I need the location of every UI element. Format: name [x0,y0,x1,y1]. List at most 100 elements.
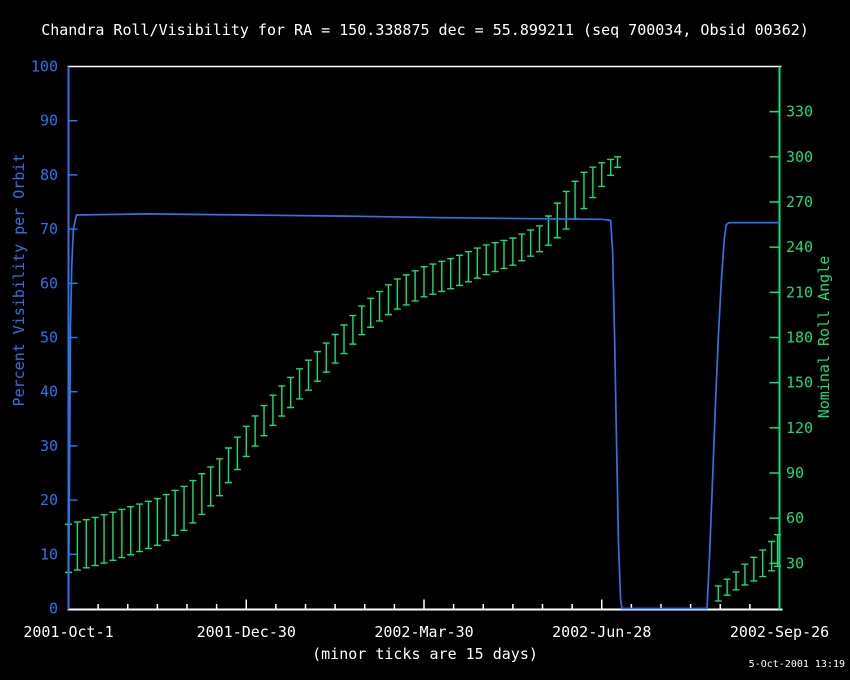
left-tick-label: 50 [40,329,58,347]
roll-error-bar [304,359,312,391]
left-tick-label: 80 [40,166,58,184]
roll-error-bar [527,229,535,257]
roll-error-bar [491,241,499,273]
roll-error-bar [313,350,321,382]
roll-error-bar [127,506,135,556]
roll-error-bar [136,503,144,553]
roll-error-bar [438,260,446,293]
right-tick-label: 150 [786,374,813,392]
roll-error-bar [473,247,481,279]
roll-error-bar [464,250,472,283]
roll-error-bar [233,436,241,471]
roll-error-bar [376,290,384,322]
plot-frame [67,65,783,611]
x-tick-label: 2002-Mar-30 [374,623,473,641]
right-tick-label: 90 [786,464,804,482]
x-tick-label: 2001-Oct-1 [23,623,113,641]
roll-error-bar [224,447,232,484]
roll-error-bar [162,493,170,541]
roll-error-bar [82,518,90,569]
roll-error-bar [198,473,206,516]
right-tick-label: 330 [786,103,813,121]
roll-error-bar [73,521,81,571]
roll-error-bar [109,511,117,562]
roll-error-bar [153,497,161,546]
roll-error-bar [759,549,767,578]
plot-timestamp: 5-Oct-2001 13:19 [748,659,845,670]
roll-error-bar [571,180,579,220]
roll-error-bar [296,368,304,400]
roll-error-bar [741,563,749,586]
right-tick-label: 300 [786,148,813,166]
right-tick-label: 240 [786,238,813,256]
left-tick-label: 70 [40,220,58,238]
roll-error-bar [774,534,782,568]
roll-error-bar [287,376,295,409]
roll-error-bar [589,166,597,199]
minor-ticks-note: (minor ticks are 15 days) [312,645,538,663]
right-tick-label: 180 [786,329,813,347]
roll-error-bar [180,485,188,532]
left-tick-label: 90 [40,112,58,130]
roll-error-bar [598,162,606,188]
roll-error-bar [429,263,437,295]
left-tick-label: 30 [40,437,58,455]
left-tick-label: 10 [40,545,58,563]
roll-error-bar [614,156,622,169]
roll-error-bar [340,324,348,355]
roll-angle-band [65,156,782,602]
roll-error-bar [358,305,366,336]
roll-error-bar [607,158,615,176]
left-tick-label: 0 [49,600,58,618]
right-axis: 30 60 90 120 150 180 210 240 270 300 330 [769,66,813,610]
x-axis: 2001-Oct-1 2001-Dec-30 2002-Mar-30 2002-Jun… [23,599,829,641]
roll-error-bar [411,270,419,302]
roll-error-bar [278,385,286,417]
roll-error-bar [367,297,375,328]
roll-error-bar [553,202,561,239]
chart-title: Chandra Roll/Visibility for RA = 150.338… [41,21,809,39]
right-tick-label: 120 [786,419,813,437]
roll-error-bar [144,500,152,550]
roll-error-bar [269,394,277,426]
roll-error-bar [768,540,776,572]
x-tick-label: 2002-Sep-26 [730,623,829,641]
roll-error-bar [171,489,179,537]
roll-error-bar [562,190,570,230]
roll-error-bar [118,508,126,559]
roll-error-bar [723,578,731,596]
roll-error-bar [349,314,357,345]
left-tick-label: 100 [31,58,58,76]
roll-error-bar [509,237,517,266]
roll-error-bar [100,514,108,564]
roll-error-bar [207,466,215,507]
roll-error-bar [536,225,544,253]
roll-error-bar [580,171,588,210]
roll-error-bar [544,215,552,246]
roll-error-bar [251,415,259,447]
roll-error-bar [393,278,401,310]
roll-error-bar [482,244,490,276]
left-tick-label: 20 [40,491,58,509]
roll-error-bar [750,556,758,582]
roll-error-bar [322,342,330,373]
left-tick-label: 60 [40,274,58,292]
roll-error-bar [518,233,526,262]
roll-error-bar [732,571,740,591]
x-tick-label: 2001-Dec-30 [197,623,296,641]
roll-error-bar [402,274,410,306]
visibility-line [67,213,780,610]
right-tick-label: 60 [786,509,804,527]
roll-error-bar [216,458,224,497]
roll-error-bar [384,284,392,316]
roll-error-bar [91,516,99,567]
roll-error-bar [447,257,455,290]
roll-error-bar [456,254,464,287]
right-tick-label: 210 [786,283,813,301]
roll-error-bar [260,404,268,437]
roll-error-bar [189,479,197,524]
right-tick-label: 30 [786,554,804,572]
roll-error-bar [242,425,250,458]
